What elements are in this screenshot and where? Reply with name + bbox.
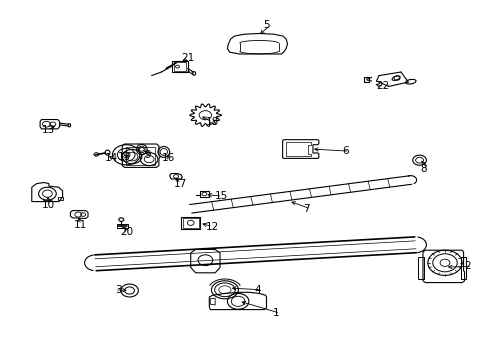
Text: 8: 8 (420, 164, 427, 174)
Bar (181, 217, 200, 229)
Bar (183, 218, 198, 228)
Bar (364, 77, 368, 82)
Text: 14: 14 (105, 153, 118, 163)
Text: 15: 15 (215, 191, 228, 201)
Bar (58, 197, 62, 200)
Bar (172, 61, 187, 72)
Bar (460, 257, 465, 279)
Text: 20: 20 (120, 227, 133, 237)
Text: 7: 7 (303, 204, 309, 214)
Bar (126, 147, 154, 165)
Bar (173, 62, 186, 71)
Text: 6: 6 (342, 146, 348, 156)
Text: 16: 16 (161, 153, 174, 163)
Text: 3: 3 (115, 285, 122, 295)
Text: 18: 18 (205, 117, 218, 127)
Text: 12: 12 (205, 222, 218, 232)
Text: 22: 22 (376, 81, 389, 91)
Text: 2: 2 (464, 261, 470, 271)
Text: 11: 11 (73, 220, 86, 230)
Bar (117, 224, 128, 228)
Text: 4: 4 (254, 285, 261, 295)
Text: 1: 1 (272, 308, 279, 318)
Bar (199, 191, 209, 197)
Text: 5: 5 (263, 20, 269, 30)
Text: 13: 13 (41, 125, 55, 135)
Text: 10: 10 (41, 200, 55, 210)
Text: 21: 21 (181, 53, 194, 63)
Text: 17: 17 (173, 179, 186, 189)
Text: 19: 19 (117, 152, 130, 162)
Text: 9: 9 (144, 150, 151, 160)
Bar (417, 257, 423, 279)
